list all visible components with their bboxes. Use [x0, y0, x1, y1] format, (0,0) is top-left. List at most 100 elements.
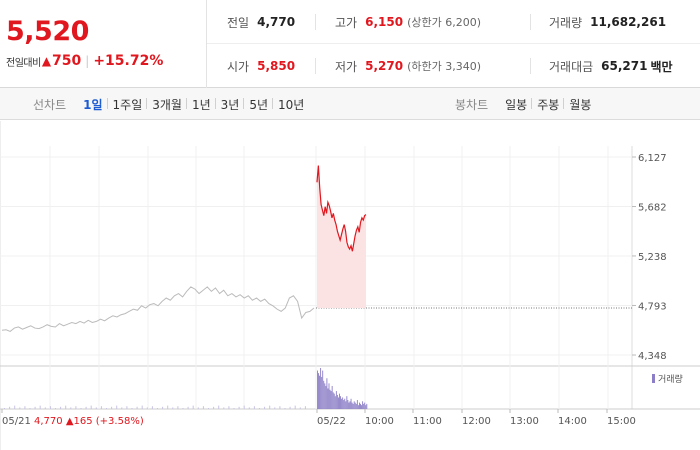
volume-bar [131, 408, 133, 409]
volume-bar [141, 405, 143, 409]
volume-bar [167, 405, 169, 409]
volume-bar [351, 402, 353, 409]
volume-bar [253, 406, 255, 409]
volume-bar [187, 406, 189, 409]
change-row: 전일대비 ▲ 750 | +15.72% [6, 53, 163, 69]
x-axis-labels: 05/21 05/22 10:00 11:00 12:00 13:00 14:00 15:00… [1, 409, 636, 427]
volume-bar [330, 391, 332, 409]
tab-1d[interactable]: 1일 [83, 97, 103, 112]
divider [315, 14, 316, 30]
prev-close-value: 4,770 [257, 15, 296, 29]
volume-bar [90, 405, 92, 409]
volume-bar [65, 405, 67, 409]
volume-bar [334, 396, 336, 409]
volume-bar [343, 400, 345, 409]
prev-day-line [1, 286, 315, 332]
tab-3y[interactable]: 3년 [214, 96, 245, 113]
volume-bar [157, 408, 158, 409]
volume-bar [264, 406, 266, 409]
x-tick-label: 12:00 [462, 416, 491, 427]
low-value: 5,270 [365, 59, 404, 73]
stats-row-1: 전일 4,770 고가 6,150 (상한가 6,200) 거래량 11,682… [207, 0, 700, 44]
tab-1w[interactable]: 1주일 [106, 96, 148, 113]
tab-monthly[interactable]: 월봉 [563, 96, 596, 113]
x-tick-label: 05/22 [317, 416, 346, 427]
volume-legend-label: 거래량 [658, 373, 683, 385]
volume-legend-swatch [652, 374, 655, 383]
volume-bar [151, 406, 153, 409]
prev-day-summary: 4,770 ▲165 (+3.58%) [34, 416, 144, 427]
volume-bar [336, 394, 338, 409]
x-tick-label: 13:00 [510, 416, 539, 427]
volume-bar [9, 406, 11, 409]
prev-day-change: ▲165 (+3.58%) [66, 416, 144, 427]
prev-day-close: 4,770 [34, 416, 66, 427]
volume-bar [350, 398, 352, 409]
trade-amount-label: 거래대금 [549, 59, 594, 74]
volume-bar [228, 406, 230, 409]
volume-bar [208, 408, 209, 409]
volume-bar [146, 407, 148, 409]
volume-bar [70, 407, 72, 409]
volume-bar [322, 370, 324, 409]
stock-quote-panel: 5,520 전일대비 ▲ 750 | +15.72% 전일 4,770 고가 6… [0, 0, 700, 88]
x-tick-label: 14:00 [558, 416, 587, 427]
tab-1y[interactable]: 1년 [185, 96, 216, 113]
volume-bar [19, 407, 21, 409]
volume-bar [359, 402, 360, 409]
volume-bar [197, 407, 199, 409]
candle-chart-tabs: 봉차트 일봉 주봉 월봉 [455, 88, 596, 120]
y-axis-labels: 6,127 5,682 5,238 4,793 4,348 [632, 153, 667, 362]
volume-bar [248, 407, 250, 409]
line-chart-title: 선차트 [33, 97, 67, 112]
volume-bar [259, 408, 260, 409]
volume-bar [75, 406, 77, 409]
stats-row-2: 시가 5,850 저가 5,270 (하한가 3,340) 거래대금 65,27… [207, 44, 700, 88]
lower-limit: (하한가 3,340) [407, 60, 481, 73]
volume-bar [116, 405, 118, 409]
volume-bar [294, 405, 296, 409]
volume-bar [121, 407, 123, 409]
high-value: 6,150 [365, 15, 404, 29]
prev-close-label: 전일 [227, 15, 250, 30]
volume-bar [49, 406, 51, 409]
volume-bars [4, 368, 368, 409]
x-tick-label: 11:00 [413, 416, 442, 427]
volume-bar [289, 406, 291, 409]
x-tick-label: 10:00 [365, 416, 394, 427]
divider [530, 58, 531, 74]
volume-bar [95, 407, 97, 409]
volume-bar [192, 405, 194, 409]
price-chart[interactable]: 6,127 5,682 5,238 4,793 4,348 05/21 05/22 10:0… [0, 121, 700, 450]
low-price: 저가 5,270 (하한가 3,340) [335, 44, 481, 88]
volume-bar [126, 406, 128, 409]
y-tick-label: 6,127 [638, 153, 667, 164]
volume-bar [363, 403, 365, 409]
volume-bar [333, 393, 335, 409]
volume-bar [233, 408, 235, 409]
x-tick-label: 15:00 [607, 416, 636, 427]
volume-legend: 거래량 [652, 373, 683, 385]
open-value: 5,850 [257, 59, 296, 73]
volume-bar [44, 407, 46, 409]
volume-bar [80, 408, 82, 409]
tab-5y[interactable]: 5년 [243, 96, 273, 113]
chart-svg: 6,127 5,682 5,238 4,793 4,348 05/21 05/22 10:0… [0, 121, 700, 450]
volume-bar [328, 383, 330, 409]
volume-bar [338, 397, 339, 409]
volume-bar [213, 406, 215, 409]
tab-daily[interactable]: 일봉 [505, 97, 528, 112]
volume-bar [238, 406, 240, 409]
volume-bar [324, 383, 326, 409]
tab-weekly[interactable]: 주봉 [531, 96, 564, 113]
x-tick-label: 05/21 [2, 416, 31, 427]
trade-amount: 거래대금 65,271 백만 [549, 44, 673, 88]
volume-bar [182, 408, 184, 409]
y-tick-label: 4,793 [638, 301, 667, 312]
volume-bar [162, 406, 164, 409]
tab-10y[interactable]: 10년 [272, 96, 309, 113]
volume-bar [317, 370, 318, 409]
low-label: 저가 [335, 59, 358, 74]
tab-3m[interactable]: 3개월 [146, 96, 187, 113]
volume-bar [223, 407, 225, 409]
